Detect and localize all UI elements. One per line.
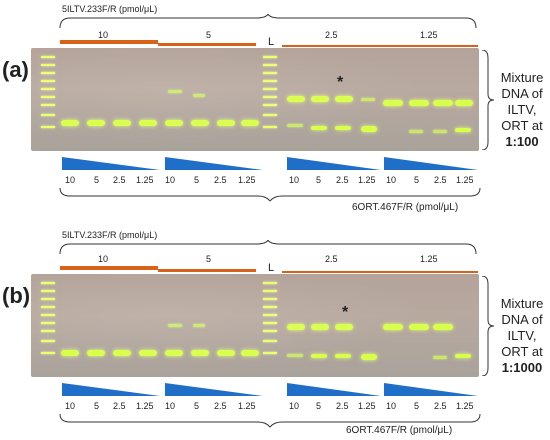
conc-top-1-25: 1.25 — [420, 30, 438, 40]
lane-label: 2.5 — [214, 175, 227, 185]
lane-label: 5 — [316, 175, 322, 185]
bar-1-25 — [380, 271, 478, 273]
lane-label: 1.25 — [238, 401, 256, 411]
lane-label: 1.25 — [358, 175, 376, 185]
conc-top-5: 5 — [206, 254, 212, 264]
lane-label: 1.25 — [456, 175, 474, 185]
bar-10 — [60, 40, 158, 44]
lane-label: 2.5 — [336, 175, 349, 185]
gel-image — [31, 48, 479, 151]
lane-label: 10 — [289, 175, 300, 185]
lane-label: 2.5 — [214, 401, 227, 411]
gradient-triangles-right — [287, 383, 478, 396]
right-brace — [482, 50, 494, 150]
top-brace — [59, 240, 477, 255]
bottom-brace — [59, 414, 481, 428]
panel-label: (a) — [2, 57, 29, 82]
lane-label: 10 — [386, 175, 397, 185]
star-marker: * — [342, 304, 349, 321]
lane-label: 5 — [414, 401, 420, 411]
bar-2-5 — [282, 45, 380, 47]
primer-top-label: 5ILTV.233F/R (pmol/μL) — [62, 230, 158, 240]
bar-10 — [60, 266, 158, 270]
primer-bottom-label: 6ORT.467F/R (pmol/μL) — [346, 425, 453, 436]
top-brace — [59, 14, 477, 29]
lane-label: 1.25 — [136, 401, 154, 411]
lane-label: 2.5 — [434, 175, 447, 185]
gradient-triangles-left — [62, 157, 263, 170]
side-annotation: Mixture DNA of ILTV, ORT at 1:100 — [500, 70, 544, 149]
lane-label: 10 — [165, 401, 176, 411]
conc-top-2-5: 2.5 — [325, 30, 338, 40]
lane-label: 1.25 — [358, 401, 376, 411]
lane-label: 5 — [94, 175, 100, 185]
lane-label: 1.25 — [136, 175, 154, 185]
lane-label: 5 — [94, 401, 100, 411]
bottom-brace — [59, 188, 481, 202]
right-brace — [482, 276, 494, 376]
primer-top-label: 5ILTV.233F/R (pmol/μL) — [62, 4, 158, 14]
bar-5 — [158, 43, 256, 46]
gradient-triangles-right — [287, 157, 478, 170]
lane-label: 1.25 — [238, 175, 256, 185]
side-annotation: Mixture DNA of ILTV, ORT at 1:1000 — [500, 296, 544, 375]
gradient-triangles-left — [62, 383, 263, 396]
lane-label: 10 — [386, 401, 397, 411]
lane-label: 10 — [65, 175, 76, 185]
conc-top-5: 5 — [206, 30, 212, 40]
lane-label: 2.5 — [434, 401, 447, 411]
star-marker: * — [337, 74, 344, 91]
conc-top-10: 10 — [98, 254, 109, 264]
lane-label: 5 — [316, 401, 322, 411]
lane-label: 10 — [165, 175, 176, 185]
panel-label: (b) — [2, 283, 31, 308]
bar-1-25 — [380, 45, 478, 47]
conc-top-1-25: 1.25 — [420, 254, 438, 264]
panel-b: 5ILTV.233F/R (pmol/μL) 10 5 2.5 1.25 L (… — [0, 220, 550, 440]
lane-label: 2.5 — [113, 401, 126, 411]
ladder-label: L — [268, 262, 275, 274]
lane-label: 2.5 — [113, 175, 126, 185]
lane-label: 10 — [65, 401, 76, 411]
ladder-label: L — [268, 36, 275, 48]
lane-label: 5 — [414, 175, 420, 185]
bar-2-5 — [282, 271, 380, 273]
gel-image — [31, 274, 479, 377]
lane-label: 1.25 — [456, 401, 474, 411]
conc-top-2-5: 2.5 — [325, 254, 338, 264]
lane-label: 10 — [289, 401, 300, 411]
lane-label: 5 — [194, 401, 200, 411]
panel-a: 5ILTV.233F/R (pmol/μL) 10 5 2.5 1.25 L (… — [2, 4, 544, 213]
conc-top-10: 10 — [98, 30, 109, 40]
bar-5 — [158, 269, 256, 272]
primer-bottom-label: 6ORT.467F/R (pmol/μL) — [352, 202, 459, 213]
lane-label: 2.5 — [336, 401, 349, 411]
lane-label: 5 — [194, 175, 200, 185]
